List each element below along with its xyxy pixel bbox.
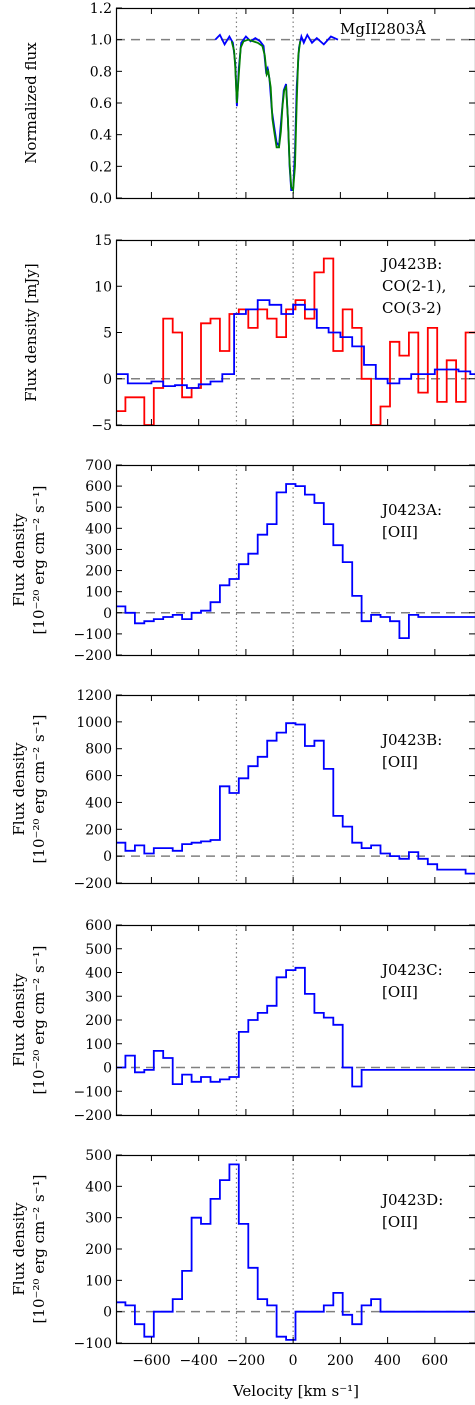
panel-annotation: J0423D: [380, 1191, 443, 1209]
y-tick-label: −5 [91, 418, 112, 434]
panel-annotation: MgII2803Å [340, 20, 426, 38]
x-tick-label: −200 [227, 1353, 265, 1369]
chart-panel-3: −200 −100 0 100 200 300 400 500 600 700 Flux densi… [10, 458, 475, 664]
y-tick-label: 200 [85, 1242, 112, 1258]
axes-frame [115, 464, 475, 657]
y-tick-label: 0.2 [90, 159, 112, 175]
axes-frame [115, 924, 475, 1117]
data-series-1 [116, 483, 475, 639]
y-axis-label: Flux density [mJy] [22, 263, 40, 401]
y-tick-label: −100 [74, 1336, 112, 1352]
panel-annotation: CO(2-1), [382, 277, 446, 295]
x-tick-label: 0 [289, 1353, 298, 1369]
y-axis-label: Flux density [10, 513, 28, 607]
y-tick-label: 0 [103, 849, 112, 865]
y-tick-label: 15 [94, 233, 112, 249]
panel-annotation: J0423C: [380, 961, 443, 979]
chart-panel-6: −100 0 100 200 300 400 500 −600 −400 −200 0 200 400 6… [10, 1148, 475, 1369]
data-series-1 [116, 257, 475, 425]
panel-annotation: [OII] [382, 523, 418, 541]
y-tick-label: 400 [85, 966, 112, 982]
y-tick-label: 200 [85, 1013, 112, 1029]
y-tick-label: −200 [74, 876, 112, 892]
y-tick-label: −100 [74, 627, 112, 643]
y-tick-label: 400 [85, 1179, 112, 1195]
panel-annotation: [OII] [382, 983, 418, 1001]
panel-annotation: CO(3-2) [382, 299, 442, 317]
y-tick-label: 1.2 [90, 1, 112, 17]
y-tick-label: 100 [85, 1273, 112, 1289]
y-axis-label-units: [10⁻²⁰ erg cm⁻² s⁻¹] [30, 715, 48, 864]
y-tick-label: 800 [85, 742, 112, 758]
panel-annotation: [OII] [382, 1213, 418, 1231]
x-tick-label: −400 [179, 1353, 217, 1369]
y-tick-label: 5 [103, 326, 112, 342]
chart-panel-1: 0.0 0.2 0.4 0.6 0.8 1.0 1.2 Normalized flux MgII… [22, 1, 475, 207]
y-tick-label: −100 [74, 1084, 112, 1100]
y-tick-label: 1000 [76, 715, 112, 731]
y-tick-label: 0 [103, 606, 112, 622]
y-tick-label: 0 [103, 372, 112, 388]
data-series-2 [116, 299, 475, 389]
y-tick-label: −200 [74, 648, 112, 664]
y-axis-label-units: [10⁻²⁰ erg cm⁻² s⁻¹] [30, 486, 48, 635]
y-tick-label: 0.0 [90, 191, 112, 207]
chart-panel-4: −200 0 200 400 600 800 1000 1200 Flux density [10… [10, 688, 475, 892]
x-axis-label: Velocity [km s⁻¹] [232, 1382, 359, 1400]
x-tick-label: 400 [374, 1353, 401, 1369]
panel-annotation: J0423A: [380, 501, 442, 519]
x-tick-label: 200 [327, 1353, 354, 1369]
y-tick-label: 10 [94, 279, 112, 295]
y-tick-label: 600 [85, 769, 112, 785]
y-tick-label: 300 [85, 1211, 112, 1227]
y-tick-label: 400 [85, 521, 112, 537]
y-axis-label: Normalized flux [22, 42, 40, 164]
panel-annotation: J0423B: [380, 255, 442, 273]
y-tick-label: 0 [103, 1305, 112, 1321]
chart-panel-2: −5 0 5 10 15 Flux density [mJy] J0423B: CO(2-1)… [22, 233, 475, 434]
y-tick-label: 0.8 [90, 64, 112, 80]
y-tick-label: 100 [85, 1037, 112, 1053]
x-tick-label: −600 [132, 1353, 170, 1369]
y-tick-label: 400 [85, 795, 112, 811]
y-tick-label: 600 [85, 918, 112, 934]
axes-frame [115, 694, 475, 885]
panel-annotation: [OII] [382, 753, 418, 771]
y-tick-label: 1200 [76, 688, 112, 704]
y-tick-label: 200 [85, 822, 112, 838]
y-tick-label: 0 [103, 1061, 112, 1077]
y-tick-label: 100 [85, 585, 112, 601]
y-axis-label: Flux density [10, 973, 28, 1067]
data-series-1 [116, 966, 475, 1088]
data-series-2 [230, 38, 302, 193]
data-series-1 [214, 32, 339, 191]
y-axis-label: Flux density [10, 1202, 28, 1296]
y-tick-label: 300 [85, 542, 112, 558]
y-axis-label-units: [10⁻²⁰ erg cm⁻² s⁻¹] [30, 946, 48, 1095]
y-tick-label: 700 [85, 458, 112, 474]
y-tick-label: 500 [85, 500, 112, 516]
y-axis-label-units: [10⁻²⁰ erg cm⁻² s⁻¹] [30, 1175, 48, 1324]
y-tick-label: 1.0 [90, 33, 112, 49]
data-series-1 [116, 1163, 475, 1341]
y-tick-label: 0.4 [90, 128, 112, 144]
y-tick-label: 200 [85, 564, 112, 580]
panel-annotation: J0423B: [380, 731, 442, 749]
y-tick-label: 500 [85, 942, 112, 958]
y-tick-label: 600 [85, 479, 112, 495]
y-axis-label: Flux density [10, 742, 28, 836]
data-series-1 [116, 722, 475, 875]
y-tick-label: 500 [85, 1148, 112, 1164]
y-tick-label: 300 [85, 989, 112, 1005]
x-tick-label: 600 [421, 1353, 448, 1369]
y-tick-label: 0.6 [90, 96, 112, 112]
y-tick-label: −200 [74, 1108, 112, 1124]
